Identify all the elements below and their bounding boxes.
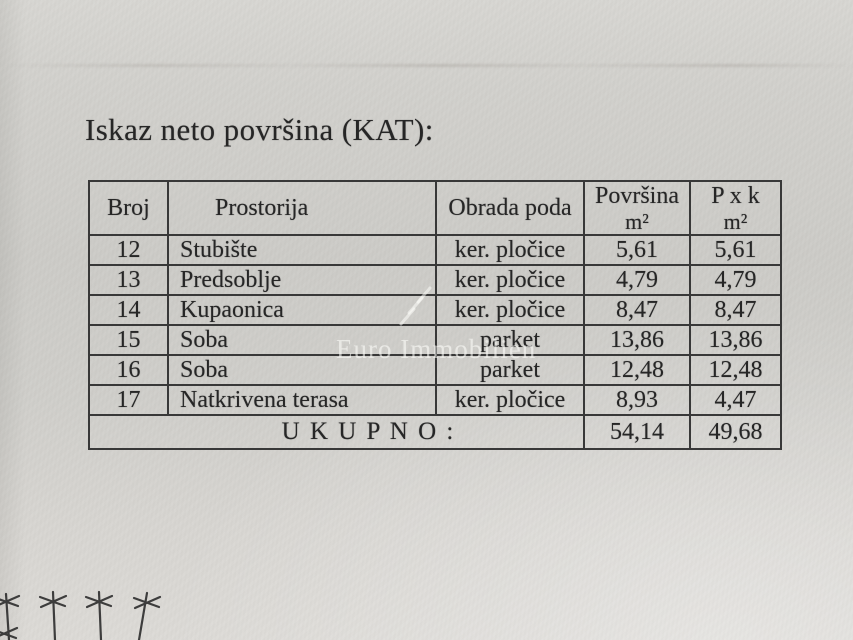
cell-broj: 15 bbox=[90, 326, 169, 356]
total-pxk: 49,68 bbox=[708, 418, 763, 445]
cell-broj: 12 bbox=[90, 236, 169, 266]
header-cell-broj: Broj bbox=[90, 182, 169, 236]
header-povrsina-label: Površina bbox=[595, 182, 679, 209]
cell-pxk: 13,86 bbox=[691, 326, 780, 356]
cell-pxk: 4,47 bbox=[691, 386, 780, 416]
cell-prostorija: Kupaonica bbox=[169, 296, 437, 326]
page-title: Iskaz neto površina (KAT): bbox=[85, 112, 434, 147]
cell-obrada: ker. pločice bbox=[437, 296, 585, 326]
header-pxk-label: P x k bbox=[711, 182, 760, 209]
cell-povrsina: 4,79 bbox=[585, 266, 691, 296]
header-cell-povrsina: Površina m² bbox=[585, 182, 691, 236]
cell-pxk: 12,48 bbox=[691, 356, 780, 386]
cell-povrsina: 13,86 bbox=[585, 326, 691, 356]
cell-prostorija: Predsoblje bbox=[169, 266, 437, 296]
survey-marks-icon bbox=[0, 590, 162, 640]
cell-prostorija: Natkrivena terasa bbox=[169, 386, 437, 416]
cell-pxk: 4,79 bbox=[691, 266, 780, 296]
cell-obrada: parket bbox=[437, 356, 585, 386]
cell-povrsina: 8,47 bbox=[585, 296, 691, 326]
cell-broj: 14 bbox=[90, 296, 169, 326]
cell-pxk: 5,61 bbox=[691, 236, 780, 266]
cell-prostorija: Stubište bbox=[169, 236, 437, 266]
total-povrsina: 54,14 bbox=[585, 416, 691, 448]
header-pxk-unit: m² bbox=[723, 208, 748, 234]
cell-obrada: ker. pločice bbox=[437, 386, 585, 416]
cell-pxk: 8,47 bbox=[691, 296, 780, 326]
header-povrsina-unit: m² bbox=[625, 208, 649, 234]
cell-obrada: parket bbox=[437, 326, 585, 356]
header-cell-prostorija: Prostorija bbox=[169, 182, 437, 236]
total-label: U K U P N O : bbox=[90, 416, 585, 448]
header-cell-obrada: Obrada poda bbox=[437, 182, 585, 236]
cell-prostorija: Soba bbox=[169, 326, 437, 356]
cell-broj: 17 bbox=[90, 386, 169, 416]
area-table: Broj Prostorija Obrada poda Površina m² … bbox=[88, 180, 782, 450]
cell-broj: 13 bbox=[90, 266, 169, 296]
paper-crease bbox=[0, 64, 853, 67]
cell-prostorija: Soba bbox=[169, 356, 437, 386]
header-cell-pxk: P x k m² bbox=[691, 182, 780, 236]
cell-obrada: ker. pločice bbox=[437, 236, 585, 266]
cell-povrsina: 8,93 bbox=[585, 386, 691, 416]
cell-broj: 16 bbox=[90, 356, 169, 386]
cell-povrsina: 5,61 bbox=[585, 236, 691, 266]
cell-obrada: ker. pločice bbox=[437, 266, 585, 296]
cell-povrsina: 12,48 bbox=[585, 356, 691, 386]
